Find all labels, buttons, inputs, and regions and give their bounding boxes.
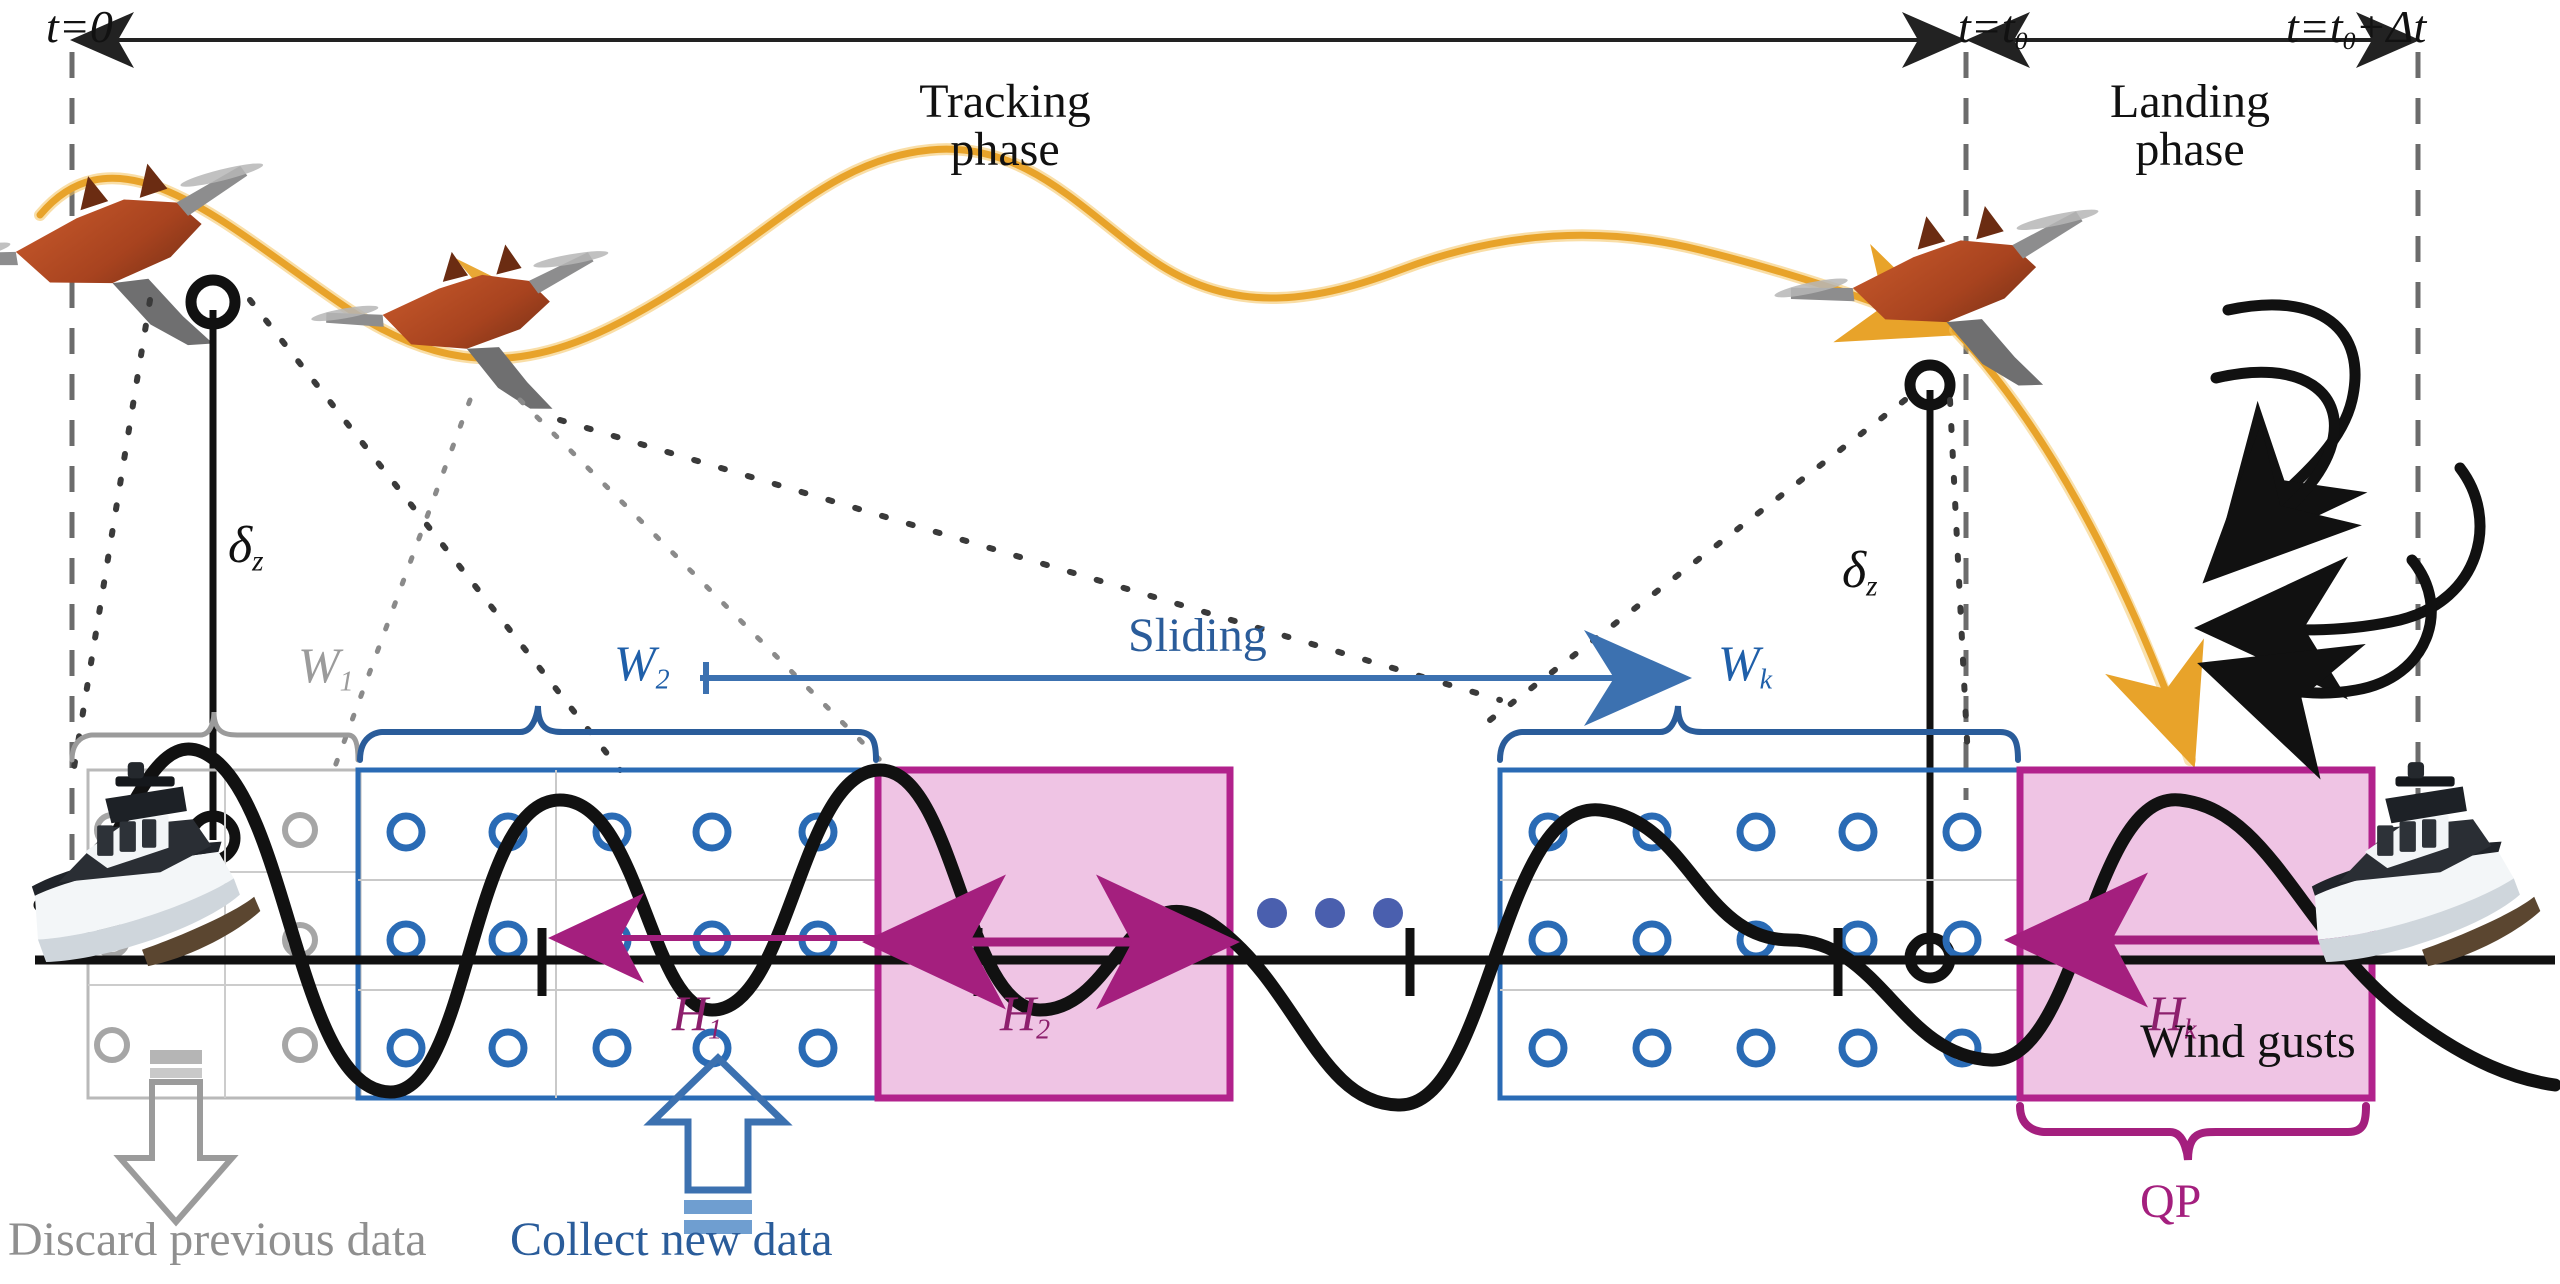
sliding-arrow — [700, 630, 1692, 726]
sliding-label: Sliding — [1128, 609, 1267, 662]
window-label-w1: W1 — [298, 637, 354, 698]
time-label-start: t=0 — [46, 1, 113, 52]
ship-icon-right — [2311, 762, 2541, 967]
ship-icon-left — [31, 762, 261, 967]
collect-up-arrow-icon — [643, 1053, 793, 1234]
delta-z-label-left: δz — [228, 517, 264, 578]
tracking-trajectory-path — [36, 145, 1964, 363]
landing-trajectory-path — [1951, 326, 2204, 769]
horizon-label-h1: H1 — [672, 985, 723, 1046]
brace-w2 — [357, 705, 879, 763]
uav-trajectory — [34, 143, 2204, 769]
wind-gusts-label: Wind gusts — [2140, 1015, 2356, 1068]
discard-down-arrow-icon — [113, 1050, 239, 1227]
horizon-label-h2: H2 — [1000, 985, 1051, 1046]
time-label-landing-start: t=t0 — [1958, 1, 2028, 56]
sensor-cone-left — [69, 297, 623, 783]
sliding-reference-dotted — [557, 417, 1503, 703]
sensor-cone-right — [1487, 397, 1971, 763]
ellipsis-dots — [1257, 898, 1403, 928]
qp-label: QP — [2140, 1175, 2202, 1228]
tracking-phase-label: Tracking phase — [919, 75, 1091, 176]
wind-gust-icon — [2194, 299, 2486, 780]
sensor-cone-middle — [327, 397, 883, 783]
brace-w1 — [69, 711, 361, 763]
collect-new-data-label: Collect new data — [510, 1213, 833, 1266]
drone-icon-right — [1774, 205, 2099, 386]
delta-z-label-right: δz — [1842, 542, 1878, 603]
window-label-wk: Wk — [1718, 635, 1773, 696]
discard-previous-data-label: Discard previous data — [8, 1213, 427, 1266]
landing-phase-label: Landing phase — [2110, 75, 2270, 176]
brace-wk — [1497, 705, 2021, 763]
delta-z-right-measure — [1904, 359, 1956, 984]
drone-icon-left — [0, 163, 264, 346]
drone-icon-middle — [311, 244, 609, 409]
brace-qp — [2016, 1102, 2370, 1161]
window-label-w2: W2 — [614, 635, 670, 696]
horizon-label-hk: Hk — [2148, 985, 2197, 1046]
time-label-landing-end: t=t0+Δt — [2286, 1, 2427, 56]
